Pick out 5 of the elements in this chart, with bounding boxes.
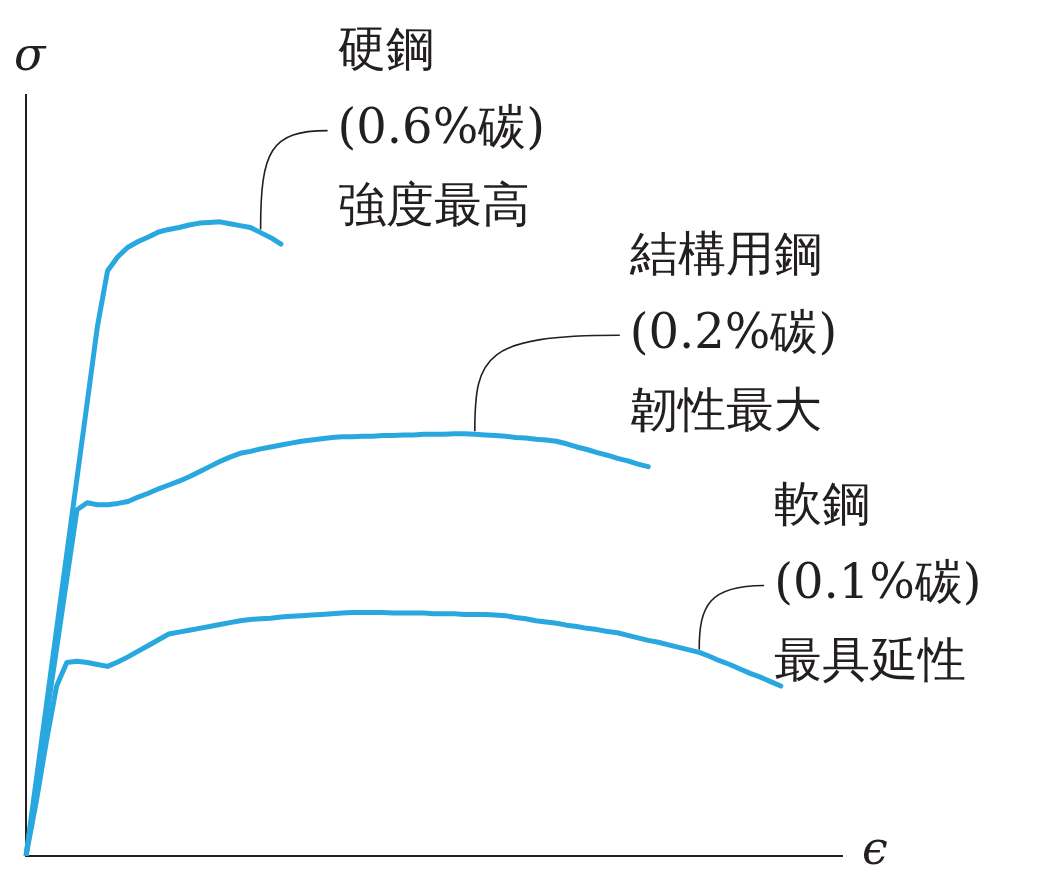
annotation: 結構用鋼 (0.2%碳) 韌性最大 [628,224,838,437]
annotation: 軟鋼 (0.1%碳) 最具延性 [774,474,982,687]
y-axis-title: σ [14,26,47,81]
annotation: 硬鋼 (0.6%碳) 強度最高 [337,20,546,233]
x-axis-title: ϵ [862,820,888,869]
